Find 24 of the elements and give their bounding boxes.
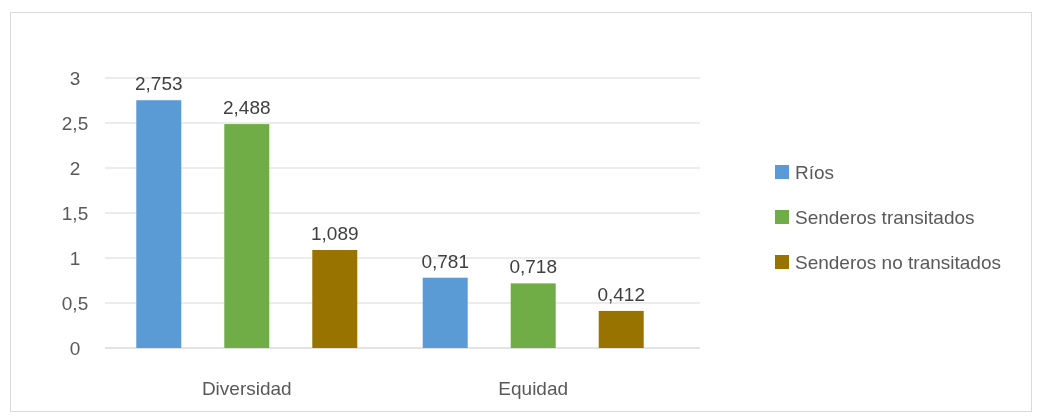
y-tick-label: 3 [69,67,81,89]
data-label: 1,089 [311,222,359,244]
y-tick-label: 2,5 [61,112,89,134]
bar [422,277,468,348]
y-tick-label: 0 [69,337,81,359]
bar [598,310,644,348]
x-tick-label: Equidad [498,377,569,399]
x-tick-label: Diversidad [201,377,292,399]
bar [224,124,270,348]
y-tick-label: 1,5 [61,202,89,224]
bar [312,249,358,348]
y-tick-label: 0,5 [61,292,89,314]
data-label: 0,781 [421,250,469,272]
y-tick-label: 1 [69,247,81,269]
legend-label: Senderos transitados [795,206,975,228]
data-label: 0,718 [509,256,557,278]
data-label: 0,412 [597,283,645,305]
bar [510,283,556,348]
data-label: 2,488 [223,97,271,119]
y-tick-label: 2 [69,157,81,179]
data-label: 2,753 [135,73,183,95]
legend-label: Ríos [795,161,835,183]
bar [136,100,182,348]
legend-label: Senderos no transitados [795,251,1001,273]
